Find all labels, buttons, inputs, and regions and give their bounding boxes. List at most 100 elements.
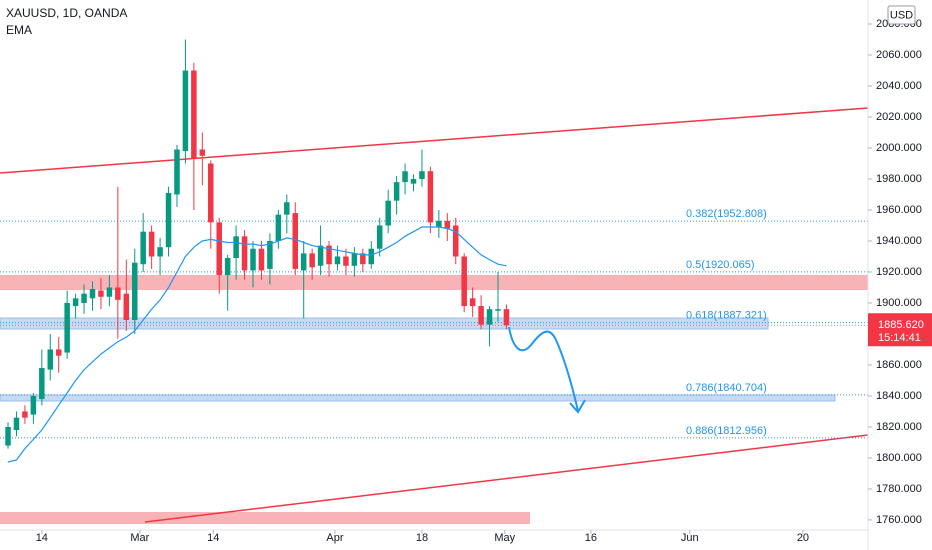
last-price-label: 1885.620 — [878, 319, 924, 331]
series: 0.382(1952.808) 0.5(1920.065) 0.618(1887.3… — [0, 39, 868, 463]
candle-body — [478, 306, 484, 325]
fib-label: 0.618(1887.321) — [686, 310, 767, 322]
y-tick-label: 1920.000 — [876, 266, 922, 278]
candle-body — [368, 248, 375, 265]
x-tick-label: 14 — [36, 532, 48, 544]
upper-trend-line — [0, 107, 868, 174]
candle-body — [334, 256, 341, 265]
candle-body — [410, 178, 417, 184]
candle-body — [393, 182, 400, 201]
candle-body — [351, 253, 358, 266]
y-tick-label: 1940.000 — [876, 235, 922, 247]
candle-body — [267, 240, 273, 269]
candle-body — [55, 349, 62, 356]
candle-body — [174, 149, 180, 195]
candle-body — [469, 298, 476, 307]
candle-body — [216, 222, 222, 276]
target-zone — [0, 394, 836, 402]
y-tick-label: 1980.000 — [876, 173, 922, 185]
support-zone — [0, 317, 769, 330]
arrow-head — [569, 399, 586, 414]
x-tick-label: May — [494, 532, 515, 544]
axes: 1760.000 1780.000 1800.000 1820.000 1840.000… — [36, 18, 932, 544]
x-tick-label: 20 — [797, 532, 809, 544]
candle-body — [495, 309, 501, 311]
x-tick-label: 16 — [585, 532, 597, 544]
candle-body — [224, 258, 231, 276]
candle-body — [5, 426, 11, 446]
y-tick-label: 2000.000 — [876, 142, 922, 154]
candle-body — [13, 417, 20, 431]
candle-body — [140, 231, 146, 265]
fib-label: 0.382(1952.808) — [686, 208, 767, 220]
x-tick-label: Apr — [326, 532, 343, 544]
chart-title: XAUUSD, 1D, OANDA — [6, 6, 127, 20]
candle-body — [81, 293, 87, 303]
ema-line — [7, 226, 507, 463]
candle-body — [22, 411, 28, 418]
candle-body — [131, 262, 138, 321]
candle-body — [453, 225, 459, 257]
candle-body — [427, 171, 434, 223]
y-tick-label: 1840.000 — [876, 390, 922, 402]
candle-body — [199, 149, 206, 156]
candle-body — [317, 245, 324, 266]
last-price-box — [868, 313, 932, 347]
y-tick-label: 1780.000 — [876, 483, 922, 495]
candle-body — [250, 248, 256, 271]
fib-label: 0.886(1812.956) — [686, 425, 767, 437]
fib-label: 0.5(1920.065) — [686, 259, 755, 271]
y-tick-label: 1800.000 — [876, 452, 922, 464]
x-tick-label: Mar — [130, 532, 149, 544]
candle-body — [30, 395, 37, 415]
candle-body — [309, 253, 315, 268]
candle-body — [191, 70, 197, 159]
countdown: 15:14:41 — [878, 332, 921, 344]
x-tick-label: Jun — [681, 532, 699, 544]
candle-body — [444, 220, 451, 229]
y-tick-label: 1820.000 — [876, 421, 922, 433]
currency: USD — [890, 9, 913, 21]
y-tick-label: 1860.000 — [876, 359, 922, 371]
candle-body — [503, 309, 510, 326]
candle-body — [284, 202, 290, 215]
candle-body — [376, 225, 383, 249]
fib-label: 0.786(1840.704) — [686, 382, 767, 394]
y-tick-label: 2040.000 — [876, 80, 922, 92]
candle-body — [402, 171, 408, 183]
lower-trend-line — [144, 434, 868, 523]
y-tick-label: 1900.000 — [876, 297, 922, 309]
candle-body — [148, 231, 155, 257]
candle-body — [39, 368, 45, 400]
y-tick-label: 1960.000 — [876, 204, 922, 216]
candle-body — [258, 248, 265, 271]
x-tick-label: 14 — [207, 532, 219, 544]
candle-body — [64, 302, 70, 353]
demand-zone — [0, 512, 530, 524]
currency-box — [887, 5, 916, 25]
candle-body — [419, 171, 425, 179]
resistance-zone — [0, 275, 868, 290]
candle-body — [360, 253, 366, 265]
candle-body — [461, 256, 467, 307]
y-tick-label: 2060.000 — [876, 49, 922, 61]
candle-body — [106, 287, 113, 297]
y-tick-label: 1760.000 — [876, 514, 922, 526]
candle-body — [326, 245, 332, 265]
candle-body — [89, 289, 96, 299]
candle-body — [182, 70, 189, 152]
candle-body — [275, 214, 282, 241]
candle-body — [157, 247, 163, 257]
candle-body — [72, 298, 79, 307]
candle-body — [486, 309, 493, 325]
candle-body — [436, 220, 442, 228]
candle-body — [115, 287, 121, 300]
candle-body — [343, 256, 349, 266]
indicator-legend: EMA — [6, 23, 32, 37]
candle-body — [385, 200, 391, 226]
drawings — [0, 107, 868, 524]
candle-body — [292, 213, 298, 269]
candle-body — [165, 192, 172, 248]
candle-body — [241, 236, 248, 271]
